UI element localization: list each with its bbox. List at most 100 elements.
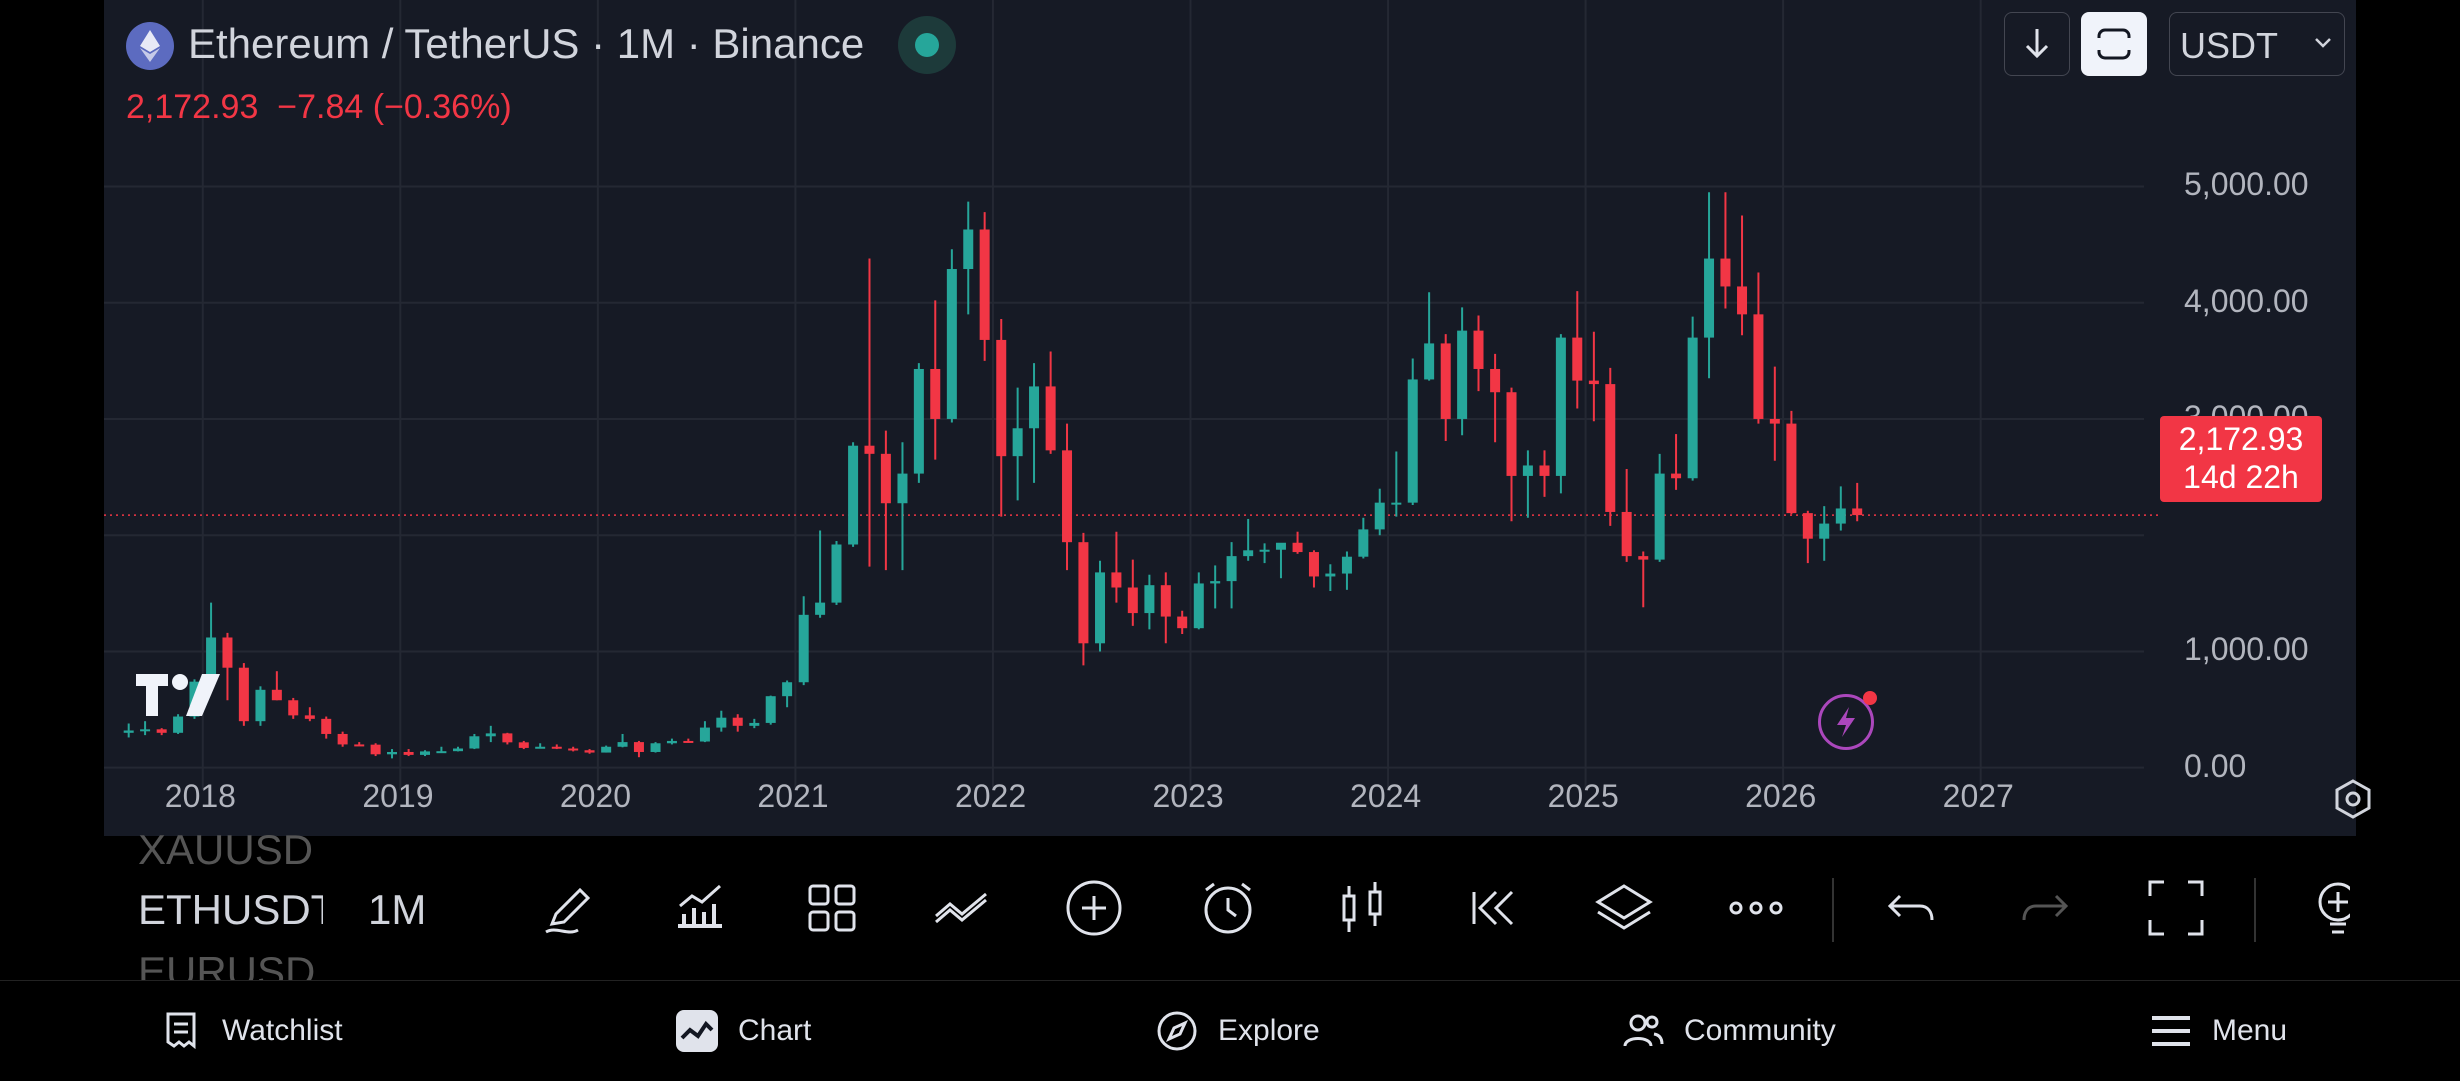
candle-body [1177, 616, 1188, 629]
price-chart[interactable] [104, 0, 2356, 836]
candle-body [848, 445, 859, 545]
candle-body [1127, 587, 1138, 614]
time-axis-tick: 2022 [954, 778, 1027, 814]
candle-body [650, 743, 661, 752]
candle-body [996, 339, 1007, 457]
fullscreen-icon[interactable] [2144, 876, 2208, 940]
layers-icon[interactable] [1592, 876, 1656, 940]
download-button[interactable] [2004, 12, 2070, 76]
candle-body [1737, 286, 1748, 315]
redo-icon[interactable] [2012, 876, 2076, 940]
price-axis-tick: 1,000.00 [2184, 631, 2309, 668]
candle-body [1275, 542, 1286, 550]
price-change-line: 2,172.93 −7.84 (−0.36%) [126, 88, 512, 127]
symbol-list-item[interactable]: XAUUSD [138, 826, 314, 873]
candles-style-icon[interactable] [1330, 876, 1394, 940]
candle-body [1473, 330, 1484, 369]
candle-body [1638, 556, 1649, 560]
price-axis-tick: 5,000.00 [2184, 166, 2309, 203]
candle-body [551, 746, 562, 749]
candle-body [1424, 343, 1435, 380]
nav-chart[interactable]: Chart [676, 981, 811, 1081]
undo-icon[interactable] [1880, 876, 1944, 940]
candle-body [683, 740, 694, 743]
candle-body [831, 544, 842, 603]
candle-body [1819, 523, 1830, 539]
candle-body [1786, 423, 1797, 514]
candle-body [1753, 314, 1764, 419]
alarm-clock-icon[interactable] [1196, 876, 1260, 940]
candle-body [1325, 573, 1336, 577]
candle-body [469, 736, 480, 749]
candle-body [1374, 502, 1385, 530]
nav-community[interactable]: Community [1622, 981, 1836, 1081]
candle-body [1226, 556, 1237, 582]
candle-body [1572, 337, 1583, 381]
chart-toolbar: XAUUSD ETHUSDT EURUSD 1M [0, 826, 2460, 995]
candle-body [1852, 508, 1863, 516]
candle-body [173, 716, 184, 733]
nav-watchlist[interactable]: Watchlist [160, 981, 343, 1081]
nav-menu[interactable]: Menu [2150, 981, 2287, 1081]
compare-line-icon[interactable] [930, 876, 994, 940]
chart-settings-icon[interactable] [2332, 778, 2374, 825]
candle-body [337, 733, 348, 745]
candle-body [1654, 473, 1665, 560]
candle-body [880, 453, 891, 504]
market-status-icon[interactable] [898, 16, 956, 74]
indicators-icon[interactable] [668, 876, 732, 940]
time-axis-tick: 2023 [1152, 778, 1224, 814]
chart-panel[interactable]: Ethereum / TetherUS · 1M · Binance 2,172… [104, 0, 2371, 836]
candle-body [716, 717, 727, 728]
currency-select[interactable]: USDT [2169, 12, 2345, 76]
candle-body [584, 750, 595, 753]
time-axis-tick: 2025 [1547, 778, 1619, 814]
candle-body [1506, 392, 1517, 476]
candle-body [765, 696, 776, 723]
candle-body [140, 729, 151, 732]
last-price-tag: 2,172.93 14d 22h [2160, 416, 2322, 502]
candle-body [1358, 529, 1369, 557]
nav-explore[interactable]: Explore [1156, 981, 1320, 1081]
candle-body [387, 751, 398, 755]
candle-body [502, 733, 513, 743]
lightning-icon[interactable] [1818, 691, 1877, 750]
time-axis-tick: 2021 [757, 778, 829, 814]
screen-frame-icon [2095, 28, 2133, 60]
replay-rewind-icon[interactable] [1462, 876, 1526, 940]
tradingview-logo-icon [134, 670, 224, 727]
candle-body [123, 730, 134, 733]
candle-body [1704, 258, 1715, 338]
candle-body [304, 715, 315, 719]
nav-menu-label: Menu [2212, 1014, 2288, 1047]
candle-body [864, 445, 875, 454]
candle-body [1720, 258, 1731, 287]
more-options-icon[interactable] [1724, 876, 1788, 940]
compass-icon [1157, 1011, 1197, 1051]
candle-body [1769, 418, 1780, 424]
candle-body [617, 742, 628, 747]
symbol-title[interactable]: Ethereum / TetherUS · 1M · Binance [188, 20, 865, 67]
ethereum-logo-icon [126, 22, 174, 70]
bottom-navigation: Watchlist Chart Explore Community Menu [0, 980, 2460, 1081]
drawing-pen-icon[interactable] [538, 876, 602, 940]
chevron-down-icon [2315, 38, 2331, 48]
candle-body [699, 727, 710, 742]
candle-body [1193, 583, 1204, 629]
chart-icon [676, 1010, 718, 1052]
timeframe-button[interactable]: 1M [368, 886, 427, 933]
candle-body [1078, 542, 1089, 644]
current-symbol[interactable]: ETHUSDT [138, 886, 323, 933]
layout-grid-icon[interactable] [800, 876, 864, 940]
candle-body [1243, 550, 1254, 557]
add-plus-icon[interactable] [1062, 876, 1126, 940]
watchlist-icon [166, 1012, 196, 1050]
candle-body [1555, 337, 1566, 476]
candle-body [815, 602, 826, 615]
price-axis-tick: 4,000.00 [2184, 282, 2309, 319]
screen-mode-button[interactable] [2081, 12, 2147, 76]
candle-body [518, 742, 529, 748]
candle-body [1440, 343, 1451, 419]
candle-body [1835, 508, 1846, 524]
ideas-bulb-icon[interactable] [2306, 876, 2350, 940]
